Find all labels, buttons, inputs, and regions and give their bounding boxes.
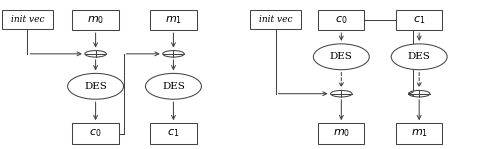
FancyBboxPatch shape xyxy=(318,10,365,30)
Circle shape xyxy=(163,51,184,57)
Text: $m_0$: $m_0$ xyxy=(87,14,104,26)
Text: DES: DES xyxy=(408,52,430,61)
Text: $c_0$: $c_0$ xyxy=(89,128,102,139)
FancyBboxPatch shape xyxy=(150,123,197,144)
Text: DES: DES xyxy=(84,82,107,91)
FancyBboxPatch shape xyxy=(318,123,365,144)
Text: DES: DES xyxy=(162,82,185,91)
Circle shape xyxy=(85,51,106,57)
Text: $m_1$: $m_1$ xyxy=(165,14,182,26)
Text: $m_0$: $m_0$ xyxy=(333,128,350,139)
FancyBboxPatch shape xyxy=(73,123,119,144)
FancyBboxPatch shape xyxy=(150,10,197,30)
Text: DES: DES xyxy=(330,52,353,61)
Text: $c_1$: $c_1$ xyxy=(167,128,180,139)
Text: init vec: init vec xyxy=(11,15,44,24)
Circle shape xyxy=(408,90,430,97)
Ellipse shape xyxy=(145,73,202,99)
Text: init vec: init vec xyxy=(259,15,292,24)
Ellipse shape xyxy=(68,73,123,99)
FancyBboxPatch shape xyxy=(250,10,301,30)
FancyBboxPatch shape xyxy=(396,10,442,30)
Text: $m_1$: $m_1$ xyxy=(410,128,427,139)
Ellipse shape xyxy=(313,44,369,70)
FancyBboxPatch shape xyxy=(396,123,442,144)
Text: $c_1$: $c_1$ xyxy=(413,14,426,26)
FancyBboxPatch shape xyxy=(73,10,119,30)
Circle shape xyxy=(330,90,352,97)
Ellipse shape xyxy=(391,44,447,70)
FancyBboxPatch shape xyxy=(2,10,53,30)
Text: $c_0$: $c_0$ xyxy=(335,14,347,26)
